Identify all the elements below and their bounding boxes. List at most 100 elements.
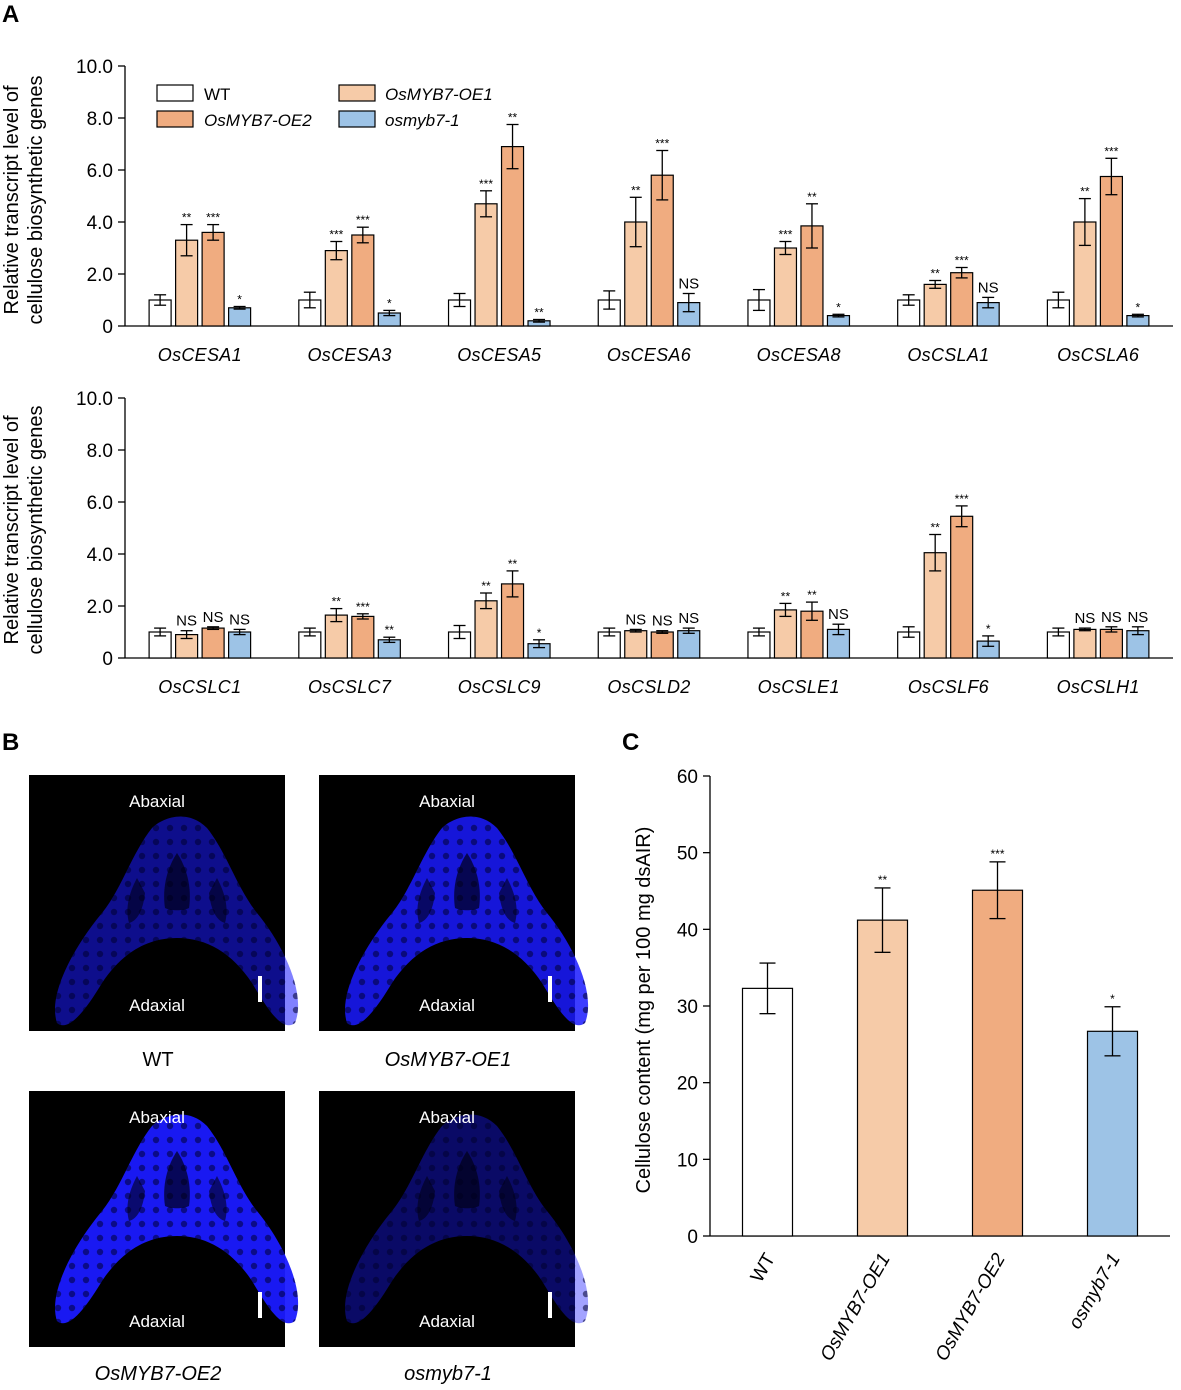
legend-swatch-oe1 <box>338 84 376 102</box>
adaxial-label: Adaxial <box>419 996 475 1015</box>
micrograph-2: Abaxial Adaxial <box>319 775 589 1031</box>
significance-label: *** <box>778 228 792 242</box>
significance-label: NS <box>1074 610 1095 627</box>
bar <box>1099 628 1123 659</box>
bar <box>950 272 974 327</box>
significance-label: ** <box>631 183 641 197</box>
leaf-section <box>55 816 299 1026</box>
x-category-label: OsCSLD2 <box>607 677 690 697</box>
significance-label: ** <box>781 589 791 603</box>
abaxial-label: Abaxial <box>419 1108 475 1127</box>
panel-a-top-chart: Relative transcript level of cellulose b… <box>1 57 1173 365</box>
x-category-label: OsCSLA1 <box>907 345 989 365</box>
significance-label: * <box>537 626 542 640</box>
leaf-section <box>345 816 589 1026</box>
legend-swatch-ko <box>338 110 376 128</box>
significance-label: ** <box>931 521 941 535</box>
significance-label: ** <box>807 588 817 602</box>
y-tick-label: 10.0 <box>76 57 113 78</box>
bar <box>624 630 648 659</box>
significance-label: *** <box>955 254 969 268</box>
y-axis-label-line2: cellulose biosynthetic genes <box>25 75 47 324</box>
significance-label: ** <box>182 211 192 225</box>
abaxial-label: Abaxial <box>419 792 475 811</box>
bar <box>1073 628 1097 659</box>
leaf-section <box>55 1114 299 1324</box>
vascular-bundle <box>454 1151 480 1209</box>
micrograph-4: Abaxial Adaxial <box>319 1091 589 1347</box>
panel-c-chart: Cellulose content (mg per 100 mg dsAIR) … <box>633 767 1170 1365</box>
panel-a-bottom-chart: Relative transcript level of cellulose b… <box>1 389 1173 697</box>
micrograph-1: Abaxial Adaxial <box>29 775 299 1031</box>
x-category-label: OsCSLE1 <box>758 677 840 697</box>
bar <box>1086 1030 1139 1237</box>
vascular-bundle <box>164 853 190 911</box>
bar <box>1099 175 1123 327</box>
bar <box>500 146 525 327</box>
bar <box>351 234 375 327</box>
y-tick-label: 0 <box>102 649 113 670</box>
x-category-label: OsCSLC7 <box>308 677 392 697</box>
significance-label: NS <box>678 610 699 627</box>
y-tick-label: 0 <box>102 317 113 338</box>
significance-label: NS <box>978 279 999 296</box>
bar <box>950 515 974 659</box>
adaxial-label: Adaxial <box>129 996 185 1015</box>
leaf-cells <box>345 816 589 1026</box>
y-tick-label: 0 <box>687 1227 698 1248</box>
significance-label: ** <box>931 267 941 281</box>
x-category-label: OsCSLF6 <box>908 677 990 697</box>
significance-label: ** <box>534 306 544 320</box>
x-category-label: osmyb7-1 <box>1065 1250 1125 1333</box>
significance-label: * <box>387 296 392 310</box>
significance-label: *** <box>479 177 493 191</box>
x-category-label: OsCESA6 <box>607 345 692 365</box>
scale-bar <box>258 976 262 1002</box>
abaxial-label: Abaxial <box>129 1108 185 1127</box>
significance-label: ** <box>1080 185 1090 199</box>
scale-bar <box>258 1292 262 1318</box>
y-tick-label: 20 <box>677 1074 698 1095</box>
legend-swatch-oe2 <box>156 110 194 128</box>
y-tick-label: 2.0 <box>87 597 113 618</box>
bar <box>324 250 348 327</box>
bar <box>923 283 947 327</box>
y-tick-label: 50 <box>677 844 698 865</box>
y-tick-label: 8.0 <box>87 441 113 462</box>
x-category-label: OsCSLC1 <box>158 677 241 697</box>
vascular-bundle <box>164 1151 190 1209</box>
significance-label: NS <box>828 606 849 623</box>
significance-label: NS <box>652 613 673 630</box>
bar <box>351 615 375 659</box>
panel-letter-a: A <box>2 1 19 28</box>
scale-bar <box>548 976 552 1002</box>
y-tick-label: 2.0 <box>87 265 113 286</box>
significance-label: *** <box>1104 144 1118 158</box>
y-tick-label: 60 <box>677 767 698 788</box>
bar <box>971 889 1024 1237</box>
y-tick-label: 30 <box>677 997 698 1018</box>
significance-label: *** <box>206 211 220 225</box>
vascular-bundle <box>127 1176 145 1221</box>
significance-label: *** <box>655 137 669 151</box>
significance-label: ** <box>508 557 518 571</box>
x-category-label: OsCSLH1 <box>1057 677 1140 697</box>
significance-label: NS <box>203 609 224 626</box>
significance-label: ** <box>807 190 817 204</box>
panel-letter-c: C <box>622 729 639 756</box>
legend-label-oe1: OsMYB7-OE1 <box>385 85 493 104</box>
significance-label: * <box>237 293 242 307</box>
significance-label: NS <box>678 276 699 293</box>
significance-label: NS <box>625 611 646 628</box>
bar <box>228 307 252 327</box>
y-tick-label: 6.0 <box>87 161 113 182</box>
y-tick-label: 10.0 <box>76 389 113 410</box>
significance-label: ** <box>332 595 342 609</box>
bar <box>201 627 225 659</box>
bar <box>228 631 252 659</box>
vascular-bundle <box>209 1176 227 1221</box>
leaf-cells <box>55 1114 299 1324</box>
bar <box>773 609 798 659</box>
significance-label: * <box>836 300 841 314</box>
leaf-section <box>345 1114 589 1324</box>
